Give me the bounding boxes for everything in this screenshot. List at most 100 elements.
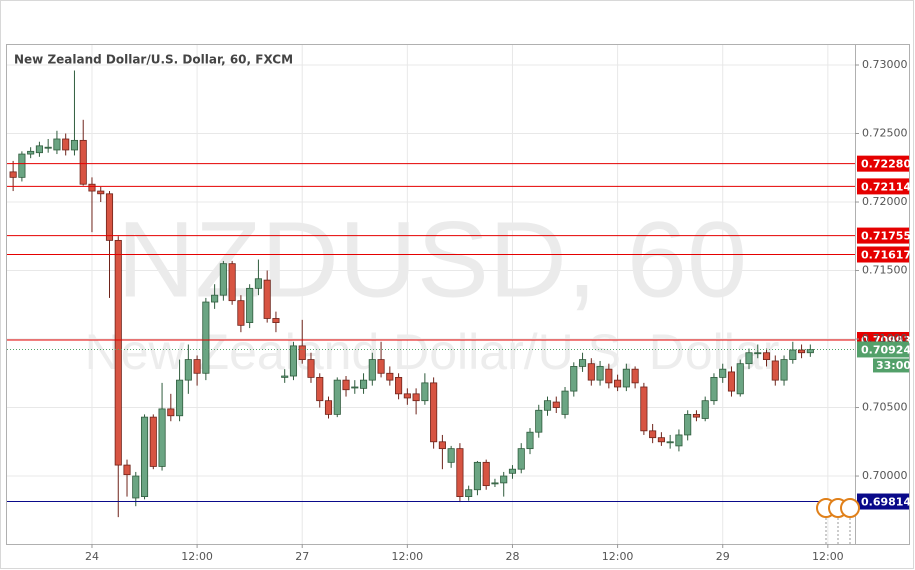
candle-body (649, 430, 657, 439)
levels: 0.722800.721140.717550.716170.709930.698… (7, 155, 911, 510)
y-tick-label: 0.70000 (862, 469, 908, 482)
countdown: 33:00 (876, 359, 911, 372)
candle-body (552, 401, 560, 408)
candle-body (395, 376, 403, 395)
candle-body (727, 371, 736, 392)
candle-body (272, 318, 280, 323)
candle-body (491, 482, 499, 485)
candle-body (105, 193, 114, 241)
candle-body (789, 349, 797, 360)
candle-body (53, 138, 61, 151)
candle-body (666, 441, 674, 444)
candle-body (298, 345, 306, 360)
candle-body (614, 379, 622, 388)
candle-body (421, 382, 429, 402)
candle-body (254, 278, 262, 289)
candle-body (447, 448, 455, 463)
candle-body (500, 475, 508, 484)
candle-body (473, 461, 481, 491)
candle-body (202, 301, 210, 374)
candle-body (631, 368, 639, 384)
candle-body (307, 359, 315, 378)
candle-body (18, 153, 26, 178)
candle-body (438, 441, 446, 450)
candle-body (596, 366, 604, 381)
candle-body (237, 300, 245, 326)
candle-body (44, 146, 52, 149)
candle-body (403, 393, 411, 399)
candle-body (684, 413, 692, 436)
y-tick-label: 0.70500 (862, 401, 908, 414)
level-label: 0.69814 (861, 496, 911, 509)
candle-body (806, 349, 814, 354)
candle-body (219, 263, 227, 296)
y-tick-label: 0.72500 (862, 127, 908, 140)
candle-body (176, 379, 184, 417)
candle-body (745, 352, 753, 365)
x-tick-label: 12:00 (391, 550, 423, 563)
event-icon (840, 498, 860, 518)
candle-body (79, 139, 87, 185)
candle-body (535, 409, 543, 433)
candle-body (622, 368, 630, 388)
level-tag (857, 246, 909, 263)
x-tick-label: 28 (505, 550, 519, 563)
candle-body (465, 489, 473, 497)
candle-body (193, 359, 201, 374)
candle-body (158, 408, 166, 467)
candle-body (149, 416, 157, 467)
candle-body (657, 437, 665, 443)
candle-body (263, 279, 271, 319)
watermark-symbol: NZDUSD, 60 (117, 199, 747, 320)
plot-frame (6, 44, 910, 545)
x-tick-label: 12:00 (181, 550, 213, 563)
candle-body (35, 145, 43, 154)
candle-body (526, 431, 534, 450)
candle-body (736, 363, 744, 395)
x-tick-label: 24 (85, 550, 99, 563)
x-tick-label: 27 (295, 550, 309, 563)
candle-body (710, 376, 718, 402)
y-tick-label: 0.72000 (862, 195, 908, 208)
candle-body (640, 386, 648, 432)
candle-body (587, 363, 595, 381)
last-price-tag (857, 341, 909, 358)
level-tag (857, 227, 909, 244)
candle-body (333, 379, 341, 415)
candle-body (543, 400, 552, 411)
watermark: NZDUSD, 60 New Zealand Dollar/U.S. Dolla… (85, 199, 780, 381)
candle-body (412, 393, 420, 402)
candle-body (140, 416, 149, 497)
candle-body (456, 448, 464, 497)
candle-body (762, 352, 771, 360)
countdown-tag (873, 358, 909, 373)
candle-body (517, 448, 525, 470)
candle-body (289, 345, 298, 377)
candles (9, 70, 814, 518)
candle-body (114, 239, 122, 466)
grid (7, 45, 855, 544)
candle-body (719, 368, 727, 378)
level-label: 0.71755 (861, 230, 911, 243)
candle-body (316, 376, 324, 402)
chart-title: New Zealand Dollar/U.S. Dollar, 60, FXCM (14, 53, 293, 67)
candle-body (184, 359, 192, 381)
candle-body (97, 190, 105, 195)
candle-body (27, 150, 35, 155)
x-tick-label: 29 (716, 550, 730, 563)
candle-body (386, 372, 394, 381)
candle-body (701, 400, 709, 419)
candle-body (579, 359, 587, 367)
candle-body (132, 475, 140, 499)
y-tick-label: 0.71000 (862, 332, 908, 345)
candle-body (798, 349, 806, 354)
candle-body (570, 366, 578, 392)
x-tick-label: 12:00 (602, 550, 634, 563)
candle-body (482, 461, 490, 487)
candle-body (167, 408, 175, 417)
candle-body (9, 171, 17, 178)
candle-body (430, 382, 438, 443)
candle-body (228, 263, 236, 302)
candle-body (754, 352, 762, 355)
